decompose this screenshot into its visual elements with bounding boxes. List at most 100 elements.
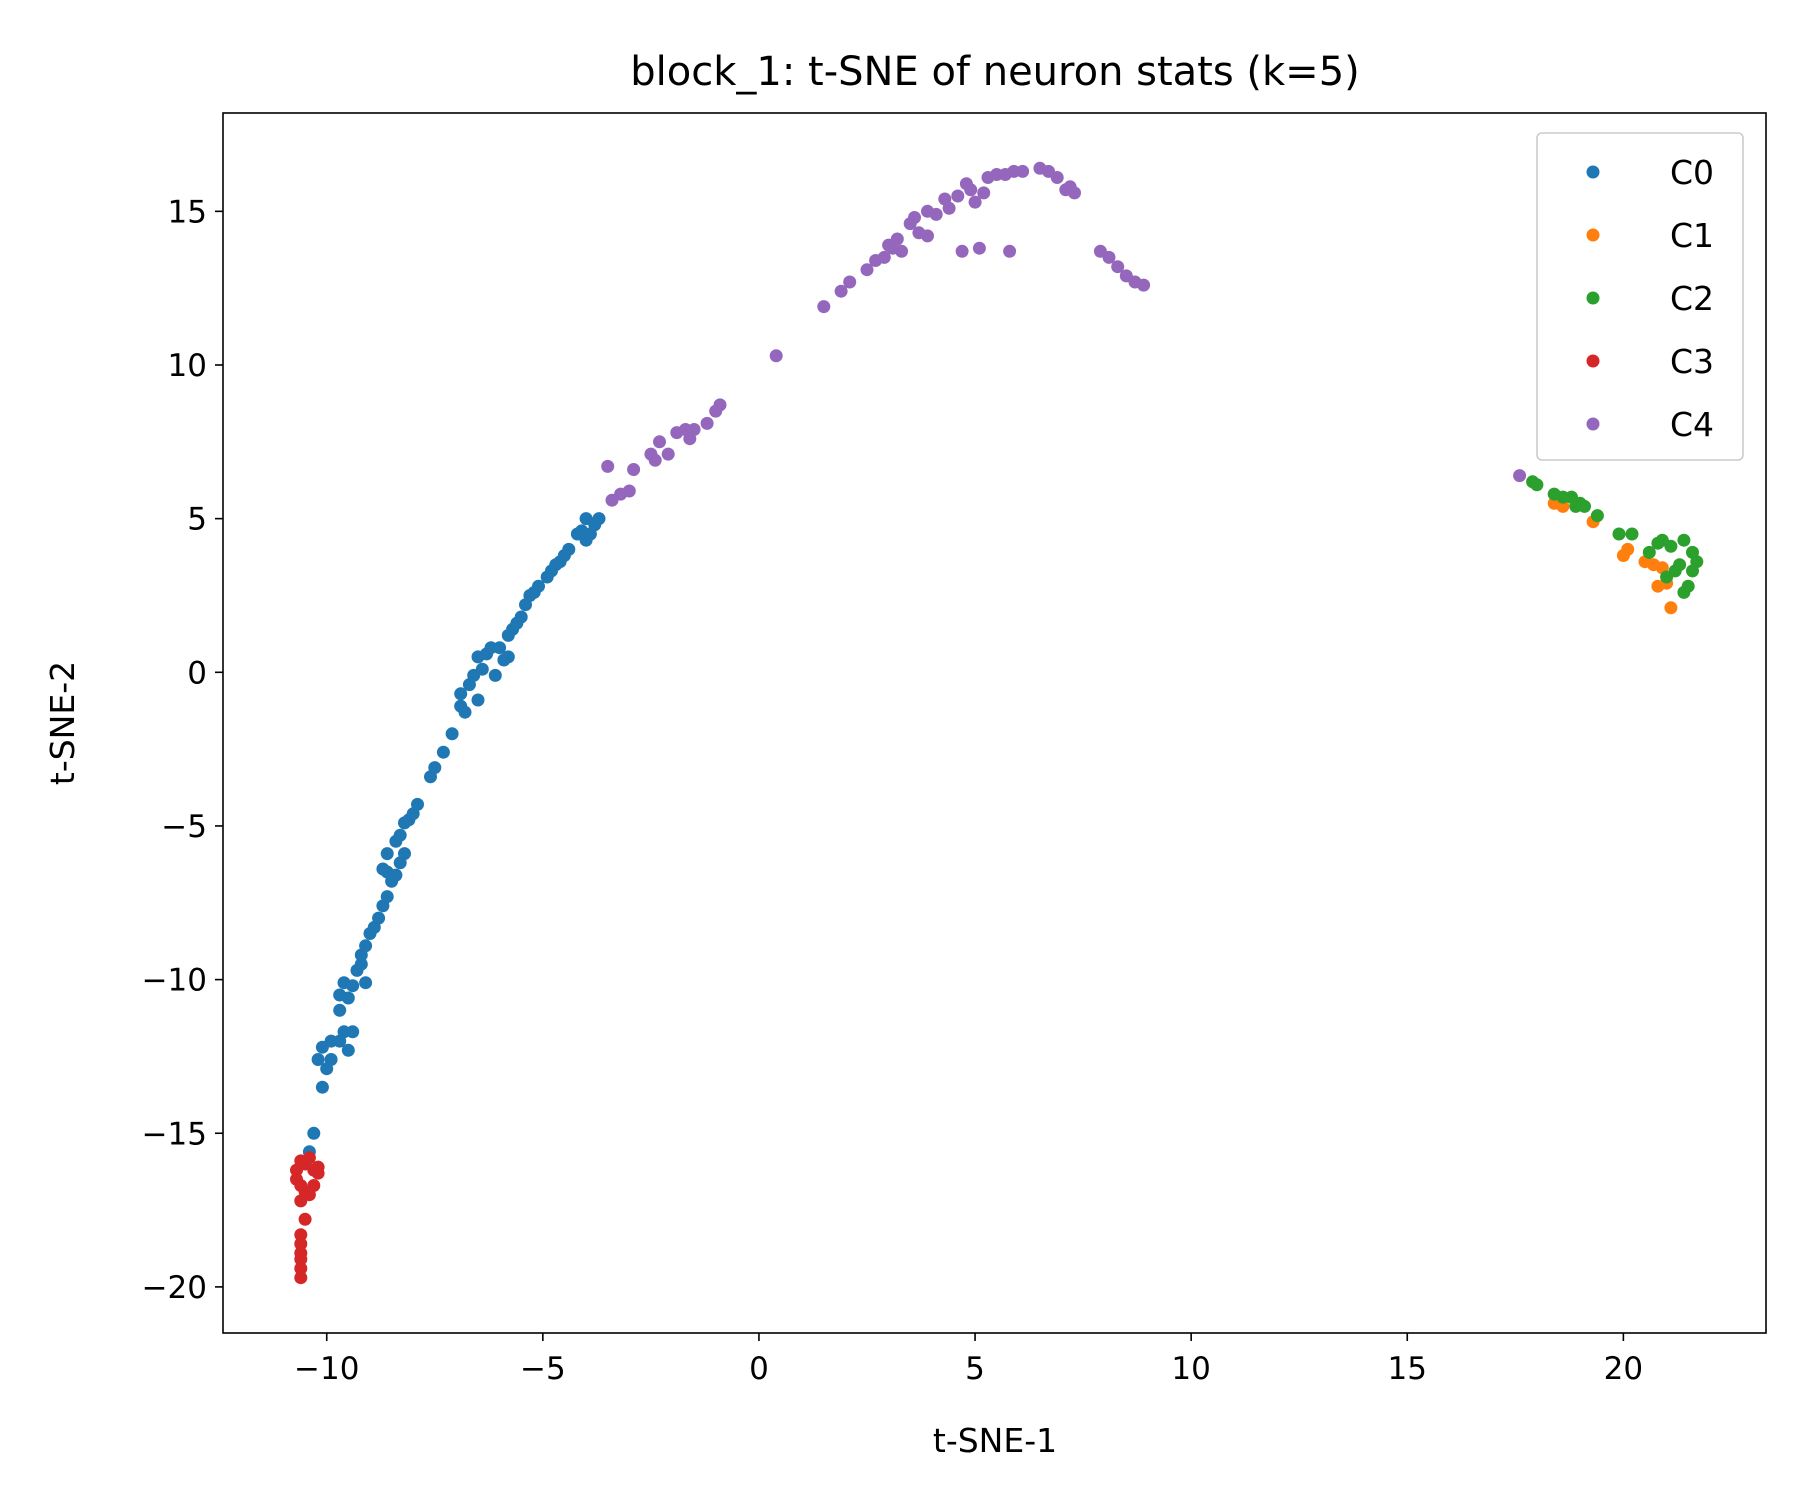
point-c0 bbox=[562, 542, 576, 556]
point-c1 bbox=[1647, 558, 1661, 572]
point-c4 bbox=[1137, 278, 1151, 292]
point-c4 bbox=[977, 186, 991, 200]
legend-marker-c4 bbox=[1586, 417, 1600, 431]
point-c0 bbox=[532, 579, 545, 593]
point-c4 bbox=[860, 263, 874, 277]
point-c4 bbox=[1513, 469, 1527, 483]
point-c3 bbox=[294, 1237, 308, 1251]
point-c4 bbox=[817, 300, 831, 314]
point-c3 bbox=[294, 1228, 308, 1242]
point-c4 bbox=[843, 275, 857, 289]
point-c4 bbox=[972, 241, 986, 255]
point-c0 bbox=[341, 1043, 355, 1057]
point-c4 bbox=[964, 183, 978, 197]
point-c0 bbox=[398, 847, 411, 861]
point-c0 bbox=[372, 911, 386, 925]
point-c0 bbox=[501, 650, 515, 664]
point-c4 bbox=[834, 284, 848, 298]
point-c2 bbox=[1673, 558, 1687, 572]
point-c0 bbox=[324, 1053, 338, 1066]
x-tick-label: 0 bbox=[749, 1351, 769, 1387]
point-c4 bbox=[1063, 180, 1077, 194]
point-c3 bbox=[298, 1212, 312, 1226]
point-c4 bbox=[627, 463, 641, 476]
point-c0 bbox=[493, 641, 507, 655]
point-c2 bbox=[1664, 539, 1678, 553]
point-c3 bbox=[311, 1166, 325, 1180]
point-c0 bbox=[315, 1080, 329, 1094]
x-tick-label: 10 bbox=[1171, 1351, 1210, 1387]
point-c4 bbox=[942, 201, 956, 215]
point-c1 bbox=[1664, 601, 1678, 615]
point-c0 bbox=[354, 957, 368, 971]
point-c4 bbox=[968, 195, 982, 209]
point-c1 bbox=[1621, 542, 1635, 556]
point-c2 bbox=[1612, 527, 1626, 541]
point-c2 bbox=[1677, 533, 1691, 547]
x-axis-label: t-SNE-1 bbox=[933, 1421, 1057, 1460]
point-c0 bbox=[380, 890, 394, 904]
point-c4 bbox=[648, 453, 662, 467]
legend-entries: C0 C1 C2 C3 C4 bbox=[1586, 153, 1714, 444]
y-axis-ticks: −20 −15 −10 −5 0 5 10 15 bbox=[142, 194, 223, 1306]
legend-label-c0: C0 bbox=[1670, 153, 1714, 192]
x-tick-label: 20 bbox=[1604, 1351, 1643, 1387]
point-c4 bbox=[713, 398, 727, 412]
point-c1 bbox=[1556, 499, 1570, 513]
point-c4 bbox=[1016, 164, 1030, 178]
legend-marker-c1 bbox=[1586, 228, 1600, 242]
point-c0 bbox=[346, 1025, 360, 1039]
y-axis-label: t-SNE-2 bbox=[43, 661, 82, 785]
chart-title: block_1: t-SNE of neuron stats (k=5) bbox=[630, 49, 1360, 95]
point-c3 bbox=[294, 1262, 308, 1275]
point-c2 bbox=[1681, 579, 1695, 593]
legend-label-c4: C4 bbox=[1670, 405, 1714, 444]
point-c0 bbox=[311, 1053, 325, 1066]
point-c3 bbox=[294, 1252, 308, 1266]
point-c0 bbox=[346, 979, 360, 993]
point-c4 bbox=[1102, 250, 1116, 264]
point-c2 bbox=[1530, 478, 1544, 492]
point-c0 bbox=[359, 976, 373, 990]
point-c0 bbox=[341, 991, 355, 1005]
y-tick-label: −10 bbox=[142, 963, 207, 999]
legend: C0 C1 C2 C3 C4 bbox=[1536, 132, 1744, 461]
point-c0 bbox=[307, 1126, 321, 1140]
point-c0 bbox=[436, 745, 450, 759]
point-c0 bbox=[592, 512, 606, 526]
point-c4 bbox=[661, 447, 675, 461]
point-c3 bbox=[307, 1179, 321, 1192]
point-c0 bbox=[488, 668, 502, 682]
point-c2 bbox=[1660, 570, 1674, 584]
point-c4 bbox=[653, 435, 666, 449]
point-c0 bbox=[514, 610, 528, 624]
data-points bbox=[290, 161, 1704, 1285]
point-c0 bbox=[376, 862, 390, 876]
point-c0 bbox=[445, 727, 459, 741]
point-c0 bbox=[454, 687, 468, 701]
x-tick-label: −5 bbox=[520, 1351, 566, 1387]
legend-label-c3: C3 bbox=[1670, 342, 1714, 381]
point-c4 bbox=[951, 189, 965, 203]
point-c0 bbox=[359, 939, 373, 953]
point-c4 bbox=[877, 250, 891, 264]
point-c4 bbox=[955, 244, 969, 258]
point-c3 bbox=[294, 1271, 308, 1285]
legend-frame bbox=[1536, 132, 1744, 461]
point-c4 bbox=[1050, 171, 1064, 184]
point-c0 bbox=[393, 828, 407, 842]
x-tick-label: 15 bbox=[1388, 1351, 1427, 1387]
legend-marker-c0 bbox=[1586, 165, 1600, 179]
point-c4 bbox=[1111, 260, 1125, 274]
point-c3 bbox=[294, 1194, 308, 1208]
point-c4 bbox=[921, 229, 934, 243]
legend-marker-c2 bbox=[1586, 291, 1600, 305]
x-axis-ticks: −10 −5 0 5 10 15 20 bbox=[294, 1333, 1643, 1387]
point-c4 bbox=[700, 416, 714, 430]
x-tick-label: 5 bbox=[965, 1351, 985, 1387]
plot-area-background bbox=[223, 113, 1766, 1333]
point-c2 bbox=[1690, 555, 1704, 569]
point-c0 bbox=[428, 761, 442, 775]
y-tick-label: −5 bbox=[161, 809, 207, 845]
